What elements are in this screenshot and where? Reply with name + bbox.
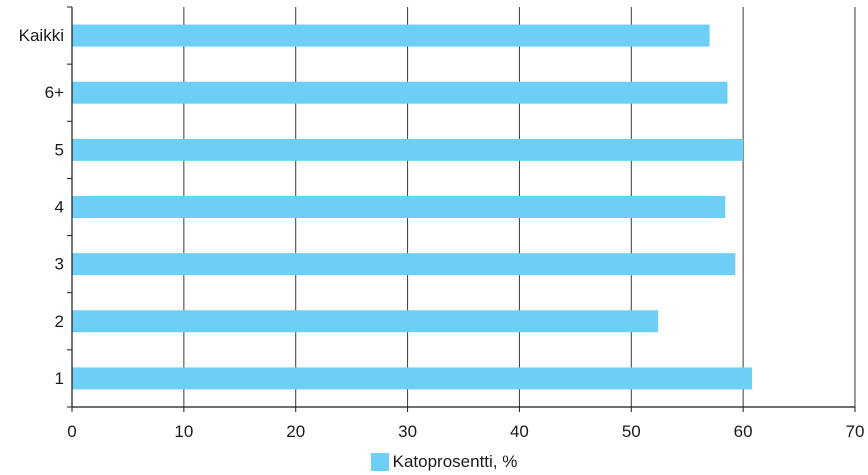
x-tick-label: 0 [67, 422, 76, 441]
legend-label: Katoprosentti, % [392, 452, 518, 471]
x-tick-label: 50 [622, 422, 641, 441]
legend: Katoprosentti, % [0, 450, 868, 474]
y-tick-label: 1 [55, 369, 64, 388]
bar [72, 196, 726, 218]
y-tick-label: 3 [55, 255, 64, 274]
y-tick-label: 6+ [45, 83, 64, 102]
y-tick-label: Kaikki [19, 26, 64, 45]
bar [72, 367, 753, 390]
x-tick-label: 60 [734, 422, 753, 441]
bar [72, 253, 736, 276]
axes-layer [67, 6, 856, 412]
y-tick-label: 2 [55, 312, 64, 331]
y-tick-label: 5 [55, 140, 64, 159]
bars-layer [72, 24, 753, 390]
x-tick-label: 40 [510, 422, 529, 441]
bar [72, 81, 728, 104]
x-tick-label: 70 [846, 422, 865, 441]
x-tick-label: 30 [398, 422, 417, 441]
x-tick-label: 20 [286, 422, 305, 441]
legend-item: Katoprosentti, % [370, 452, 518, 472]
bar [72, 310, 659, 333]
y-tick-label: 4 [55, 198, 64, 217]
bar [72, 138, 744, 161]
legend-swatch [370, 453, 389, 471]
x-tick-label: 10 [174, 422, 193, 441]
bar [72, 24, 710, 47]
